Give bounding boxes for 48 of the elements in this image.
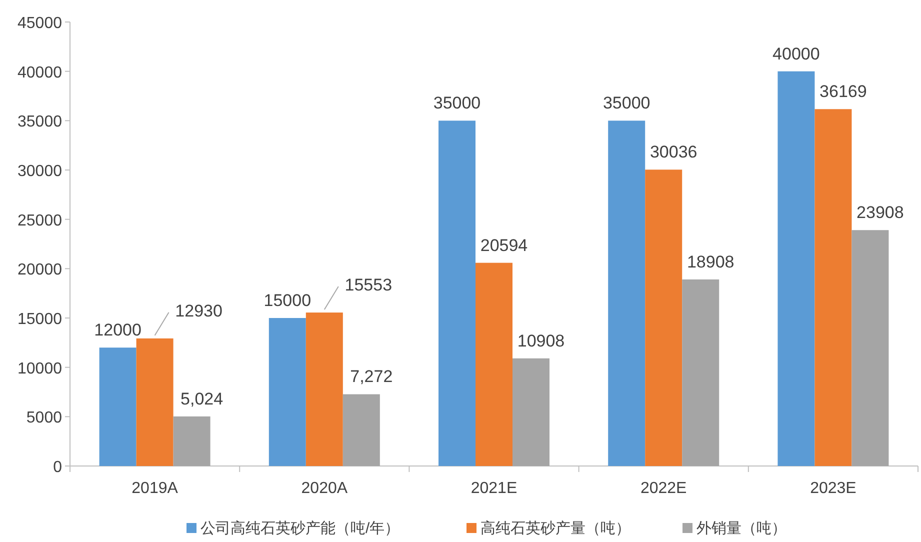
y-tick-label: 45000	[18, 15, 62, 32]
bar	[136, 338, 174, 466]
data-label: 12000	[94, 320, 142, 340]
y-tick-label: 0	[53, 459, 62, 476]
bar	[99, 348, 136, 466]
data-label: 40000	[772, 44, 820, 64]
legend-label: 外销量（吨）	[696, 520, 786, 537]
data-label: 36169	[820, 82, 867, 102]
bar	[645, 170, 682, 466]
bar	[438, 120, 476, 466]
y-tick-label: 20000	[18, 262, 62, 279]
bar	[814, 109, 852, 466]
bar	[608, 120, 646, 466]
bar	[476, 262, 512, 466]
y-tick-label: 30000	[18, 163, 62, 180]
legend-label: 高纯石英砂产量（吨）	[480, 520, 630, 537]
bar	[852, 230, 889, 466]
data-label: 23908	[856, 203, 904, 222]
x-tick-label: 2019A	[132, 480, 178, 497]
bar	[778, 71, 815, 466]
data-label: 35000	[433, 94, 481, 113]
data-label: 5,024	[180, 389, 224, 408]
data-label: 30036	[650, 142, 698, 162]
data-label: 7,272	[350, 367, 393, 386]
legend-label: 公司高纯石英砂产能（吨/年）	[200, 520, 400, 537]
data-label: 12930	[175, 301, 222, 320]
bar	[512, 358, 550, 466]
bar	[682, 279, 720, 466]
bar	[306, 312, 343, 466]
data-label: 35000	[602, 94, 650, 113]
data-label: 20594	[480, 236, 528, 255]
y-tick-label: 35000	[18, 114, 62, 131]
x-tick-label: 2021E	[470, 480, 518, 497]
x-tick-label: 2023E	[810, 480, 856, 497]
data-label: 18908	[686, 252, 734, 272]
bar	[268, 318, 306, 466]
y-tick-label: 10000	[18, 360, 62, 378]
data-label: 15000	[264, 291, 312, 310]
y-tick-label: 25000	[18, 212, 62, 230]
bar	[342, 394, 380, 466]
y-tick-label: 15000	[18, 311, 62, 328]
bar	[173, 416, 210, 466]
y-tick-label: 40000	[18, 64, 62, 82]
data-label: 10908	[517, 331, 565, 350]
x-tick-label: 2022E	[640, 480, 687, 497]
x-tick-label: 2020A	[301, 480, 348, 497]
y-tick-label: 5000	[26, 410, 62, 427]
data-label: 15553	[344, 276, 392, 295]
